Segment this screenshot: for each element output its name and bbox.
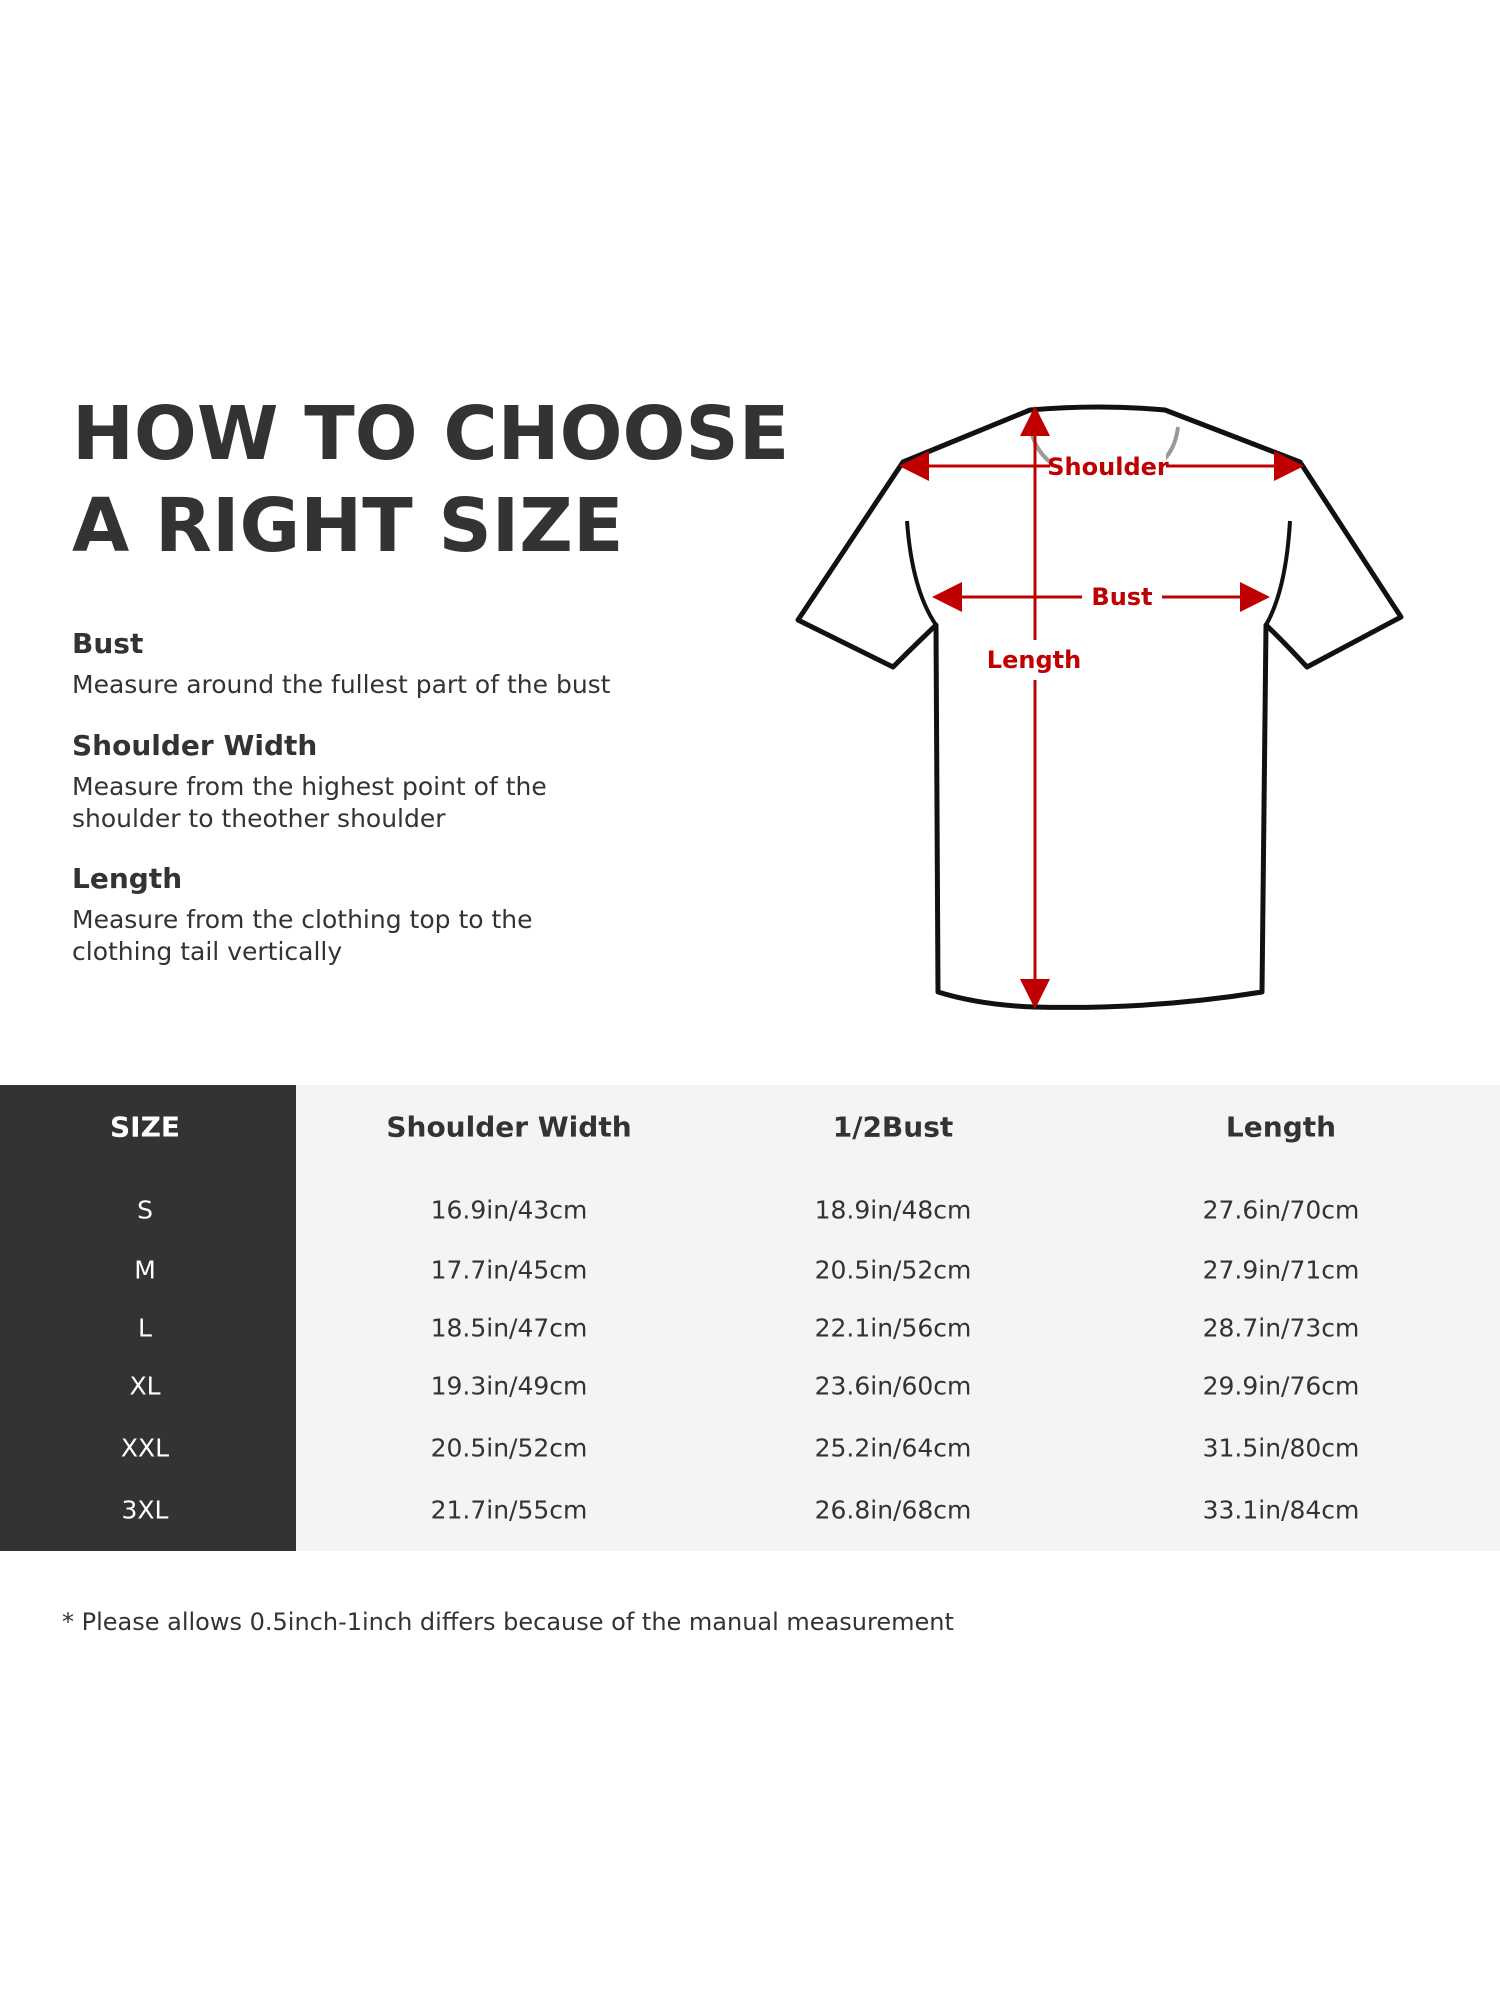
table-cell: 22.1in/56cm (814, 1313, 972, 1343)
size-label: S (137, 1195, 153, 1225)
bust-label: Bust (1091, 583, 1152, 611)
column-header: Shoulder Width (386, 1110, 632, 1144)
tshirt-armhole-right (1264, 520, 1292, 626)
table-cell: 19.3in/49cm (430, 1371, 588, 1401)
size-label: XL (129, 1371, 161, 1401)
table-cell: 31.5in/80cm (1202, 1433, 1360, 1463)
table-cell: 26.8in/68cm (814, 1495, 972, 1525)
guide-desc-length-1: Measure from the clothing top to the (72, 905, 533, 934)
table-cell: 18.5in/47cm (430, 1313, 588, 1343)
table-cell: 17.7in/45cm (430, 1255, 588, 1285)
table-cell: 20.5in/52cm (814, 1255, 972, 1285)
table-cell: 25.2in/64cm (814, 1433, 972, 1463)
page-title-line1: HOW TO CHOOSE (72, 391, 790, 477)
guide-heading-shoulder: Shoulder Width (72, 729, 318, 762)
table-cell: 21.7in/55cm (430, 1495, 588, 1525)
guide-desc-shoulder-1: Measure from the highest point of the (72, 772, 547, 801)
footnote: * Please allows 0.5inch-1inch differs be… (62, 1608, 954, 1636)
table-cell: 33.1in/84cm (1202, 1495, 1360, 1525)
size-label: M (134, 1255, 156, 1285)
table-cell: 27.6in/70cm (1202, 1195, 1360, 1225)
column-header: SIZE (109, 1110, 181, 1144)
page-title-line2: A RIGHT SIZE (72, 483, 624, 569)
tshirt-outline (795, 404, 1404, 1010)
size-label: 3XL (121, 1495, 169, 1525)
guide-heading-bust: Bust (72, 627, 144, 660)
table-cell: 27.9in/71cm (1202, 1255, 1360, 1285)
table-cell: 29.9in/76cm (1202, 1371, 1360, 1401)
tshirt-armhole-left (905, 520, 938, 627)
size-column (0, 1085, 296, 1551)
size-label: L (138, 1313, 152, 1343)
guide-desc-shoulder-2: shoulder to theother shoulder (72, 804, 446, 833)
column-header: Length (1225, 1110, 1337, 1144)
column-header: 1/2Bust (832, 1110, 954, 1144)
guide-desc-length-2: clothing tail vertically (72, 937, 343, 966)
length-label: Length (987, 646, 1081, 674)
shoulder-label: Shoulder (1047, 453, 1169, 481)
guide-heading-length: Length (72, 862, 183, 895)
table-cell: 18.9in/48cm (814, 1195, 972, 1225)
guide-desc-bust: Measure around the fullest part of the b… (72, 670, 611, 699)
table-cell: 16.9in/43cm (430, 1195, 588, 1225)
table-cell: 28.7in/73cm (1202, 1313, 1360, 1343)
table-cell: 23.6in/60cm (814, 1371, 972, 1401)
size-label: XXL (120, 1433, 170, 1463)
table-cell: 20.5in/52cm (430, 1433, 588, 1463)
